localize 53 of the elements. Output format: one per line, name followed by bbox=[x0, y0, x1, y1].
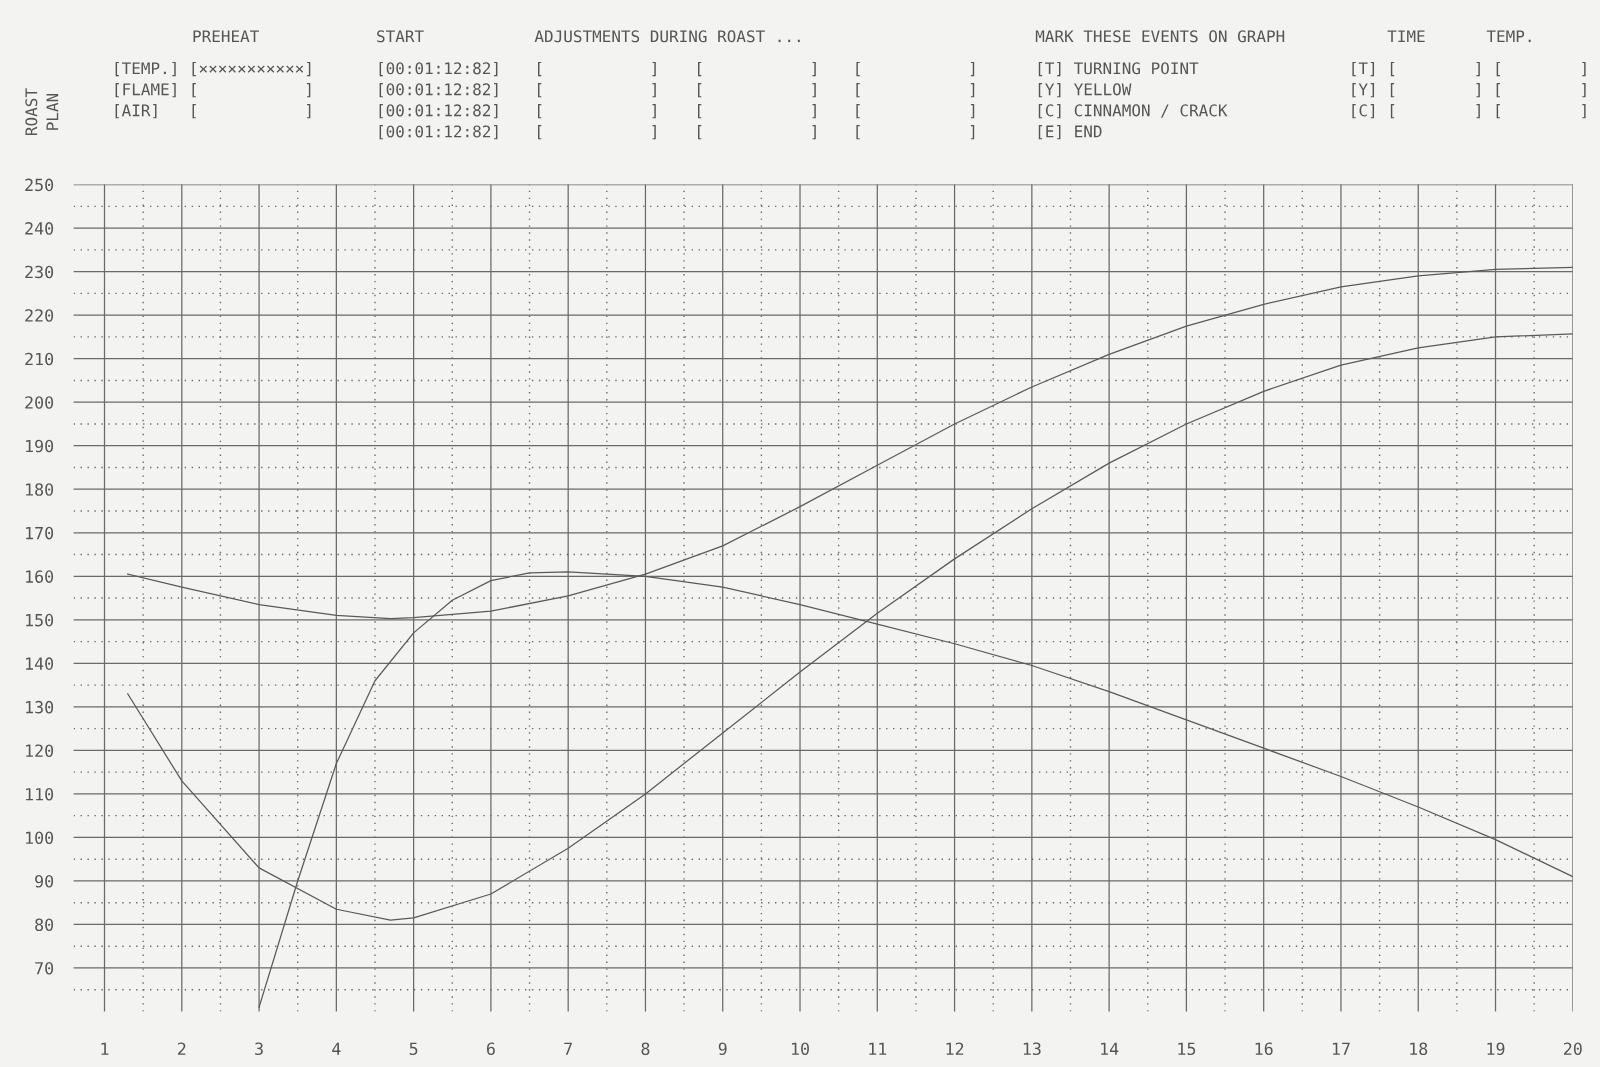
text: MARK THESE EVENTS ON GRAPH bbox=[1035, 30, 1285, 43]
x-tick-label: 15 bbox=[1178, 1042, 1196, 1056]
y-tick-label: 90 bbox=[35, 874, 54, 888]
text: [00:01:12:82] [00:01:12:82] [00:01:12:82] [00:01:12:82] bbox=[379, 61, 498, 140]
y-tick-label: 100 bbox=[26, 831, 54, 845]
y-tick-label: 120 bbox=[26, 744, 54, 757]
x-tick-label: 18 bbox=[1410, 1042, 1428, 1056]
x-tick-label: 11 bbox=[869, 1042, 887, 1055]
x-tick-label: 10 bbox=[791, 1042, 809, 1056]
x-tick-label: 8 bbox=[641, 1042, 650, 1056]
text: [ ] [ ] [ ] [ ] bbox=[698, 61, 816, 140]
x-tick-label: 6 bbox=[486, 1042, 495, 1056]
text: [ ] [ ] [ ] [ ] bbox=[856, 61, 975, 140]
y-tick-label: 200 bbox=[25, 396, 54, 409]
x-tick-label: 19 bbox=[1487, 1042, 1505, 1056]
x-tick-label: 12 bbox=[946, 1042, 964, 1055]
y-tick-label: 70 bbox=[35, 962, 54, 975]
y-tick-label: 170 bbox=[26, 526, 54, 540]
x-tick-label: 14 bbox=[1101, 1042, 1119, 1055]
y-tick-label: 220 bbox=[25, 309, 54, 322]
y-tick-label: 210 bbox=[25, 352, 54, 366]
y-tick-label: 240 bbox=[25, 222, 54, 235]
x-tick-label: 5 bbox=[409, 1042, 418, 1056]
x-tick-label: 16 bbox=[1255, 1042, 1273, 1056]
text: ADJUSTMENTS DURING ROAST ... bbox=[534, 30, 800, 43]
text: [TEMP.] [×××××××××××] [FLAME] [ ] [AIR] [ ] bbox=[115, 61, 311, 119]
text: START bbox=[377, 30, 424, 43]
y-tick-label: 150 bbox=[26, 613, 54, 627]
x-tick-label: 17 bbox=[1332, 1042, 1350, 1055]
text: [T] [ ] [ ] [Y] [ ] [ ] [C] [ ] [ ] bbox=[1352, 61, 1586, 119]
y-tick-label: 190 bbox=[26, 439, 54, 453]
y-tick-label: 180 bbox=[26, 483, 54, 496]
y-tick-label: 110 bbox=[26, 787, 54, 801]
y-tick-label: 230 bbox=[25, 265, 54, 279]
y-tick-label: 250 bbox=[25, 178, 54, 192]
text: [ ] [ ] [ ] [ ] bbox=[538, 61, 656, 140]
x-tick-label: 3 bbox=[255, 1042, 263, 1056]
y-tick-label: 80 bbox=[35, 918, 54, 932]
y-tick-label: 130 bbox=[26, 700, 54, 714]
x-tick-label: 2 bbox=[178, 1042, 186, 1055]
y-tick-label: 140 bbox=[26, 657, 54, 670]
x-tick-label: 13 bbox=[1023, 1042, 1041, 1056]
text: PREHEAT bbox=[193, 30, 259, 43]
x-tick-label: 20 bbox=[1564, 1042, 1582, 1056]
text: TEMP. bbox=[1486, 30, 1531, 43]
text: TIME bbox=[1387, 30, 1425, 43]
y-tick-label: 160 bbox=[26, 570, 54, 583]
x-tick-label: 9 bbox=[718, 1042, 727, 1056]
text: [T] TURNING POINT [Y] YELLOW [C] CINNAMON / CRACK [E] END bbox=[1038, 61, 1228, 140]
x-tick-label: 7 bbox=[564, 1042, 572, 1055]
text: ROAST PLAN bbox=[25, 88, 59, 135]
x-tick-label: 4 bbox=[332, 1042, 341, 1055]
x-tick-label: 1 bbox=[101, 1042, 109, 1055]
